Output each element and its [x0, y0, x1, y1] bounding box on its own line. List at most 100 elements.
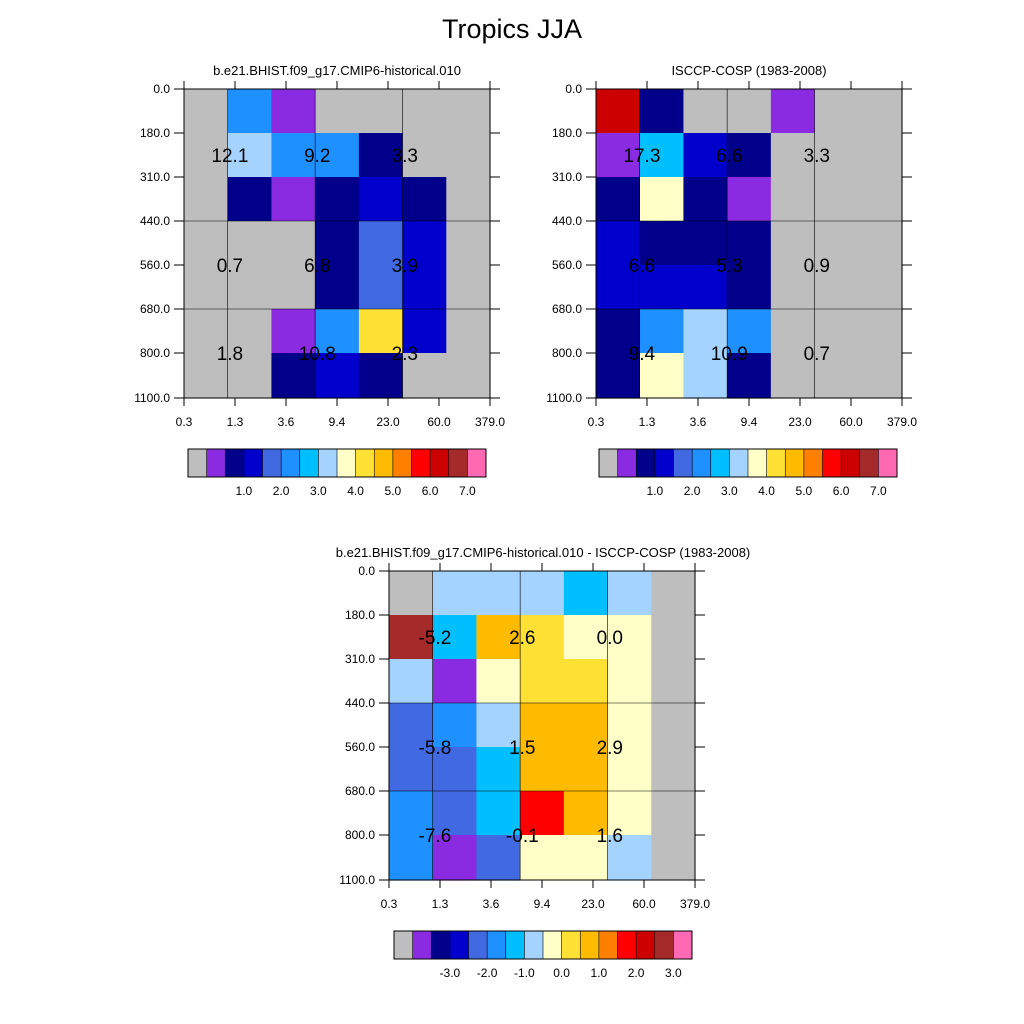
- heatmap-cell: [683, 309, 728, 354]
- x-tick-label: 60.0: [632, 897, 656, 911]
- data-label: 2.3: [392, 344, 418, 365]
- main-title: Tropics JJA: [441, 14, 583, 44]
- x-tick-label: 0.3: [176, 415, 193, 429]
- heatmap-cell: [271, 265, 316, 310]
- panel-3-plot: 0.0 180.0 310.0 440.0 560.0 680.0 800.0 1100.0 0…: [339, 563, 710, 911]
- heatmap-cell: [358, 265, 404, 310]
- heatmap-cell: [184, 221, 229, 266]
- heatmap-cell: [770, 89, 816, 134]
- panel-1-colorbar: 1.0 2.0 3.0 4.0 5.0 6.0 7.0: [187, 448, 487, 498]
- heatmap-cell: [563, 835, 609, 881]
- heatmap-cell: [770, 309, 816, 354]
- heatmap-cell: [858, 221, 903, 266]
- colorbar-swatch: [431, 931, 451, 959]
- panel-2-colorbar: 1.0 2.0 3.0 4.0 5.0 6.0 7.0: [598, 448, 898, 498]
- data-label: 3.3: [804, 146, 830, 167]
- colorbar-swatch: [524, 931, 544, 959]
- colorbar-swatch: [206, 449, 226, 477]
- x-tick-label: 23.0: [376, 415, 400, 429]
- x-tick-label: 9.4: [741, 415, 758, 429]
- heatmap-cell: [683, 221, 728, 266]
- colorbar-tick-label: 4.0: [347, 484, 364, 498]
- colorbar-swatch: [449, 931, 469, 959]
- colorbar-swatch: [766, 449, 786, 477]
- data-label: 2.9: [597, 738, 623, 759]
- heatmap-cell: [358, 177, 404, 222]
- colorbar-swatch: [748, 449, 768, 477]
- heatmap-cell: [389, 615, 434, 660]
- colorbar-swatch: [430, 449, 450, 477]
- heatmap-cell: [770, 133, 816, 178]
- heatmap-cell: [389, 791, 434, 836]
- heatmap-cell: [727, 177, 772, 222]
- heatmap-cell: [432, 791, 478, 836]
- heatmap-cell: [446, 89, 491, 134]
- colorbar-swatch: [487, 931, 507, 959]
- heatmap-cell: [520, 835, 565, 881]
- heatmap-cell: [432, 747, 478, 792]
- x-tick-label: 23.0: [788, 415, 812, 429]
- heatmap-cell: [271, 133, 316, 178]
- heatmap-cell: [446, 133, 491, 178]
- y-tick-label: 560.0: [345, 740, 375, 754]
- panel-2-plot: 0.0 180.0 310.0 440.0 560.0 680.0 800.0 1100.0 0…: [546, 81, 917, 429]
- colorbar-tick-label: 0.0: [553, 966, 570, 980]
- panel-3-title: b.e21.BHIST.f09_g17.CMIP6-historical.010…: [335, 545, 751, 560]
- heatmap-cell: [402, 221, 447, 266]
- colorbar-tick-label: -3.0: [440, 966, 461, 980]
- heatmap-cell: [651, 703, 696, 748]
- heatmap-cell: [184, 89, 229, 134]
- heatmap-cell: [432, 615, 478, 660]
- panel-2-title: ISCCP-COSP (1983-2008): [671, 63, 827, 78]
- heatmap-cell: [683, 265, 728, 310]
- colorbar-swatch: [318, 449, 338, 477]
- heatmap-cell: [563, 703, 609, 748]
- colorbar-tick-label: -1.0: [514, 966, 535, 980]
- data-label: 17.3: [623, 146, 660, 167]
- y-tick-label: 1100.0: [339, 873, 375, 887]
- colorbar-swatch: [543, 931, 563, 959]
- heatmap-cell: [271, 177, 316, 222]
- data-label: -5.8: [419, 738, 452, 759]
- colorbar-swatch: [654, 449, 674, 477]
- heatmap-cell: [858, 353, 903, 399]
- data-label: 10.8: [299, 344, 336, 365]
- data-label: 6.6: [716, 146, 742, 167]
- colorbar-swatch: [636, 449, 656, 477]
- heatmap-cell: [727, 265, 772, 310]
- y-tick-label: 800.0: [345, 828, 375, 842]
- colorbar-swatch: [355, 449, 375, 477]
- heatmap-cell: [432, 571, 478, 616]
- heatmap-cell: [639, 309, 685, 354]
- heatmap-cell: [271, 353, 316, 399]
- heatmap-cell: [607, 571, 652, 616]
- colorbar-swatch: [803, 449, 823, 477]
- y-tick-label: 800.0: [140, 346, 170, 360]
- colorbar-tick-label: 1.0: [591, 966, 608, 980]
- colorbar-swatch: [822, 449, 842, 477]
- heatmap-cell: [315, 265, 360, 310]
- heatmap-cell: [639, 89, 685, 134]
- x-tick-label: 1.3: [432, 897, 449, 911]
- heatmap-cell: [727, 133, 772, 178]
- colorbar-swatch: [617, 449, 637, 477]
- heatmap-cell: [315, 89, 360, 134]
- colorbar-tick-label: 2.0: [273, 484, 290, 498]
- heatmap-cell: [358, 133, 404, 178]
- heatmap-cell: [476, 791, 521, 836]
- heatmap-cell: [227, 221, 273, 266]
- y-tick-label: 180.0: [552, 126, 582, 140]
- heatmap-cell: [596, 89, 641, 134]
- heatmap-cell: [651, 747, 696, 792]
- heatmap-cell: [814, 221, 859, 266]
- heatmap-cell: [315, 221, 360, 266]
- x-tick-label: 3.6: [483, 897, 500, 911]
- colorbar-swatch: [673, 449, 693, 477]
- heatmap-cell: [358, 309, 404, 354]
- heatmap-cell: [184, 177, 229, 222]
- heatmap-cell: [227, 177, 273, 222]
- heatmap-cell: [563, 571, 609, 616]
- heatmap-cell: [227, 89, 273, 134]
- heatmap-cell: [607, 835, 652, 881]
- y-tick-label: 680.0: [552, 302, 582, 316]
